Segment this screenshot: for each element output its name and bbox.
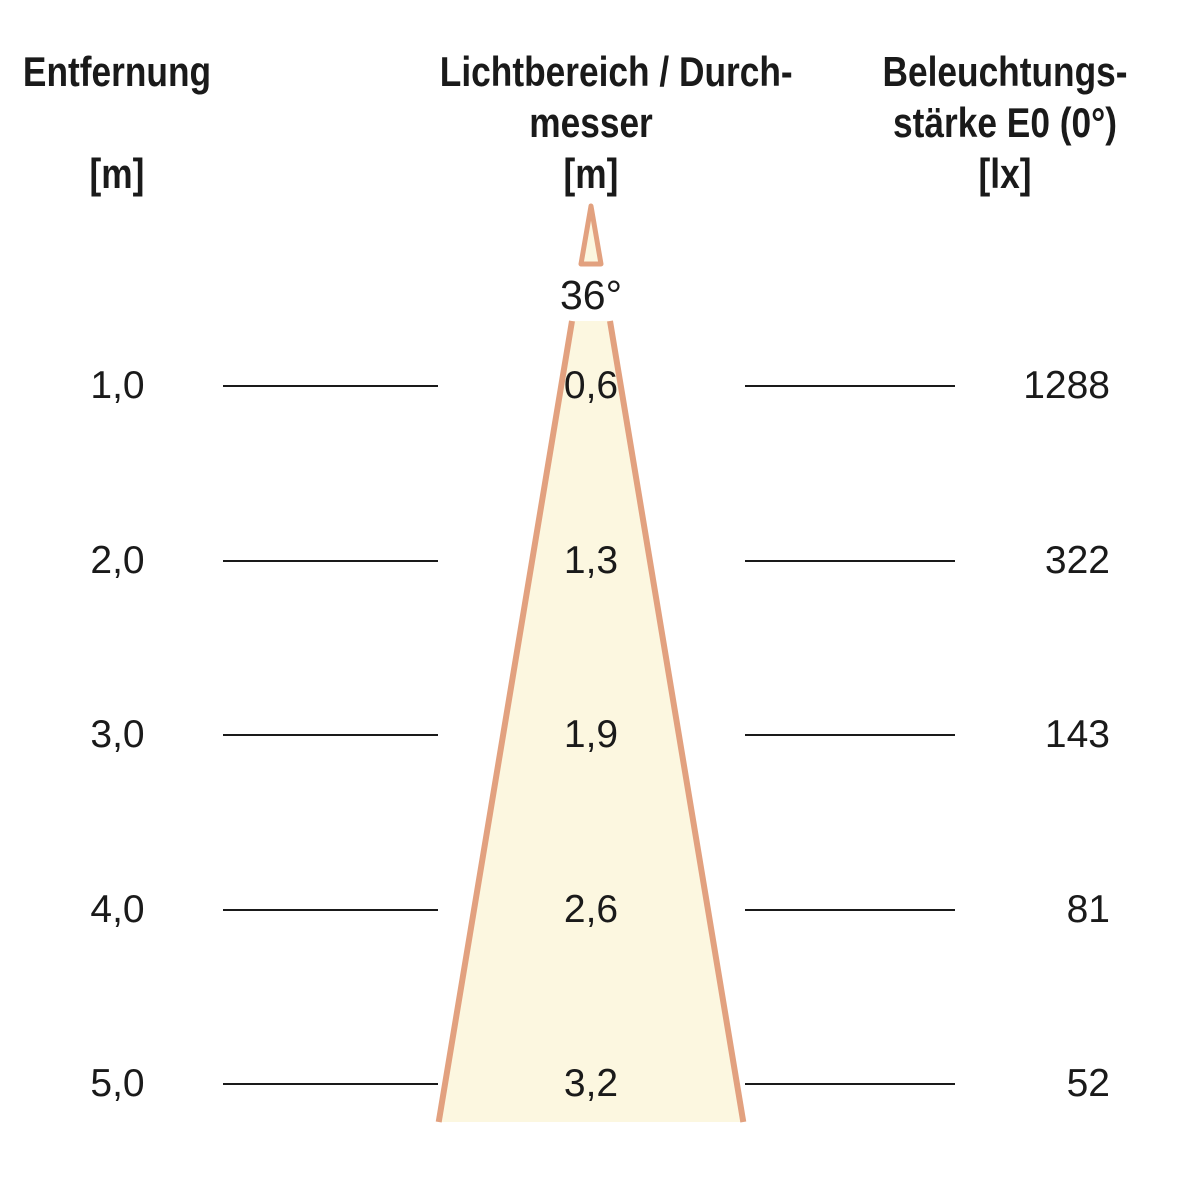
light-cone-left-edge	[435, 320, 575, 1123]
left-reference-line	[223, 559, 438, 562]
header-beam: Lichtbereich / Durch- messer [m]	[439, 46, 793, 199]
distance-value: 5,0	[90, 1062, 145, 1105]
right-reference-line	[745, 385, 955, 387]
left-reference-line	[223, 734, 438, 736]
light-cone-body-shape	[438, 321, 744, 1122]
header-distance: Entfernung [m]	[19, 46, 216, 199]
left-reference-line	[223, 908, 438, 911]
right-reference-line	[745, 908, 955, 911]
diameter-value: 0,6	[563, 364, 619, 407]
distance-value: 3,0	[90, 713, 145, 756]
header-illuminance-unit: [lx]	[978, 150, 1032, 197]
diameter-value: 3,2	[563, 1062, 619, 1105]
left-reference-line	[223, 1083, 438, 1085]
illuminance-value: 52	[1066, 1062, 1110, 1105]
beam-angle-label: 36°	[559, 272, 622, 318]
distance-value: 1,0	[90, 364, 145, 407]
illuminance-value: 81	[1066, 887, 1110, 931]
header-illuminance-title-line2: stärke E0 (0°)	[893, 99, 1117, 146]
left-reference-line	[223, 385, 438, 387]
header-distance-title: Entfernung	[22, 48, 212, 95]
header-distance-spacer	[19, 97, 216, 148]
light-cone-apex-shape	[578, 203, 604, 267]
diameter-value: 1,3	[563, 538, 619, 582]
diameter-value: 2,6	[563, 887, 619, 931]
light-cone-right-edge	[607, 320, 747, 1123]
diameter-value: 1,9	[563, 713, 619, 756]
header-illuminance-title-line1: Beleuchtungs-	[882, 48, 1128, 95]
illuminance-value: 1288	[1023, 364, 1110, 407]
right-reference-line	[745, 1083, 955, 1085]
header-beam-title-line1: Lichtbereich / Durch-	[439, 48, 793, 95]
illuminance-value: 322	[1044, 538, 1110, 582]
header-distance-unit: [m]	[89, 150, 145, 197]
right-reference-line	[745, 559, 955, 562]
distance-value: 4,0	[90, 887, 145, 931]
header-illuminance: Beleuchtungs- stärke E0 (0°) [lx]	[854, 46, 1156, 199]
right-reference-line	[745, 734, 955, 736]
header-beam-unit: [m]	[563, 150, 619, 197]
illuminance-value: 143	[1044, 713, 1110, 756]
distance-value: 2,0	[90, 538, 145, 582]
header-beam-title-line2: messer	[529, 99, 653, 146]
